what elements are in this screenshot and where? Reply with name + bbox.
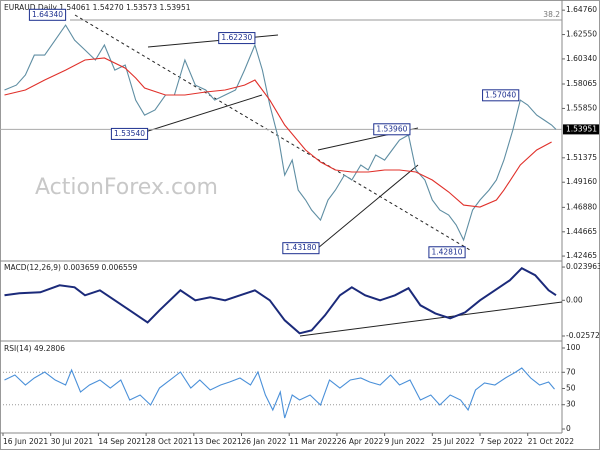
trend-line	[74, 14, 471, 251]
series-line	[4, 266, 557, 335]
y-tick-label: 0	[566, 424, 571, 433]
annotation-box	[110, 127, 149, 140]
y-tick-label: 1.44665	[566, 227, 597, 236]
annotation-label: 1.64340	[32, 10, 63, 19]
x-tick-label: 30 Jul 2021	[51, 437, 94, 446]
x-tick-label: 25 Jul 2022	[432, 437, 475, 446]
y-tick-label: 1.62550	[566, 30, 597, 39]
y-tick-label: 1.55850	[566, 103, 597, 112]
annotation-box	[218, 32, 256, 45]
chart-title: EURAUD,Daily 1.54061 1.54270 1.53573 1.5…	[4, 3, 191, 12]
y-tick-label: 1.51375	[566, 153, 597, 162]
y-tick-label: 50	[566, 383, 576, 392]
y-tick-label: 1.58065	[566, 79, 597, 88]
annotation-box	[373, 123, 411, 136]
x-tick-label: 26 Jan 2022	[242, 437, 287, 446]
annotation-box	[482, 89, 520, 102]
annotation-box	[428, 246, 466, 259]
x-tick-label: 14 Sep 2021	[98, 437, 146, 446]
annotation-label: 1.43180	[285, 243, 316, 252]
annotation-box	[282, 242, 320, 255]
y-tick-label: -0.025726	[566, 331, 600, 340]
trend-line	[299, 301, 563, 337]
annotation-label: 1.57040	[485, 90, 516, 99]
y-tick-label: 1.42465	[566, 251, 597, 260]
indicator-title: MACD(12,26,9) 0.003659 0.006559	[4, 263, 138, 272]
indicator-title: RSI(14) 49.2806	[4, 344, 65, 353]
trend-line	[144, 94, 263, 133]
y-tick-label: 1.64760	[566, 5, 597, 14]
x-tick-label: 21 Oct 2022	[528, 437, 575, 446]
y-tick-label: 1.46880	[566, 202, 597, 211]
series-line	[4, 57, 552, 208]
y-tick-label: 1.60340	[566, 54, 597, 63]
annotation-box	[28, 8, 67, 21]
x-tick-label: 28 Oct 2021	[146, 437, 193, 446]
last-price-box	[563, 124, 599, 135]
fib-label: 38.2	[543, 10, 560, 19]
annotation-label: 1.62230	[221, 33, 252, 42]
x-tick-label: 11 Mar 2022	[289, 437, 337, 446]
watermark: ActionForex.com	[35, 175, 218, 200]
trend-line	[317, 164, 419, 249]
last-price-label: 1.53951	[566, 124, 597, 133]
annotation-label: 1.53960	[376, 124, 407, 133]
y-tick-label: 70	[566, 367, 576, 376]
x-tick-label: 9 Jun 2022	[385, 437, 426, 446]
x-tick-label: 13 Dec 2021	[194, 437, 242, 446]
annotation-label: 1.53540	[114, 129, 145, 138]
y-tick-label: 1.49160	[566, 177, 597, 186]
y-tick-label: 0.023963	[566, 262, 600, 271]
x-tick-label: 26 Apr 2022	[337, 437, 384, 446]
y-tick-label: 100	[566, 343, 581, 352]
trend-line	[147, 34, 279, 48]
y-tick-label: 0.00	[566, 295, 583, 304]
x-tick-label: 16 Jun 2021	[3, 437, 48, 446]
x-tick-label: 7 Sep 2022	[480, 437, 523, 446]
annotation-label: 1.42810	[431, 247, 462, 256]
y-tick-label: 30	[566, 400, 576, 409]
series-line	[4, 367, 555, 419]
